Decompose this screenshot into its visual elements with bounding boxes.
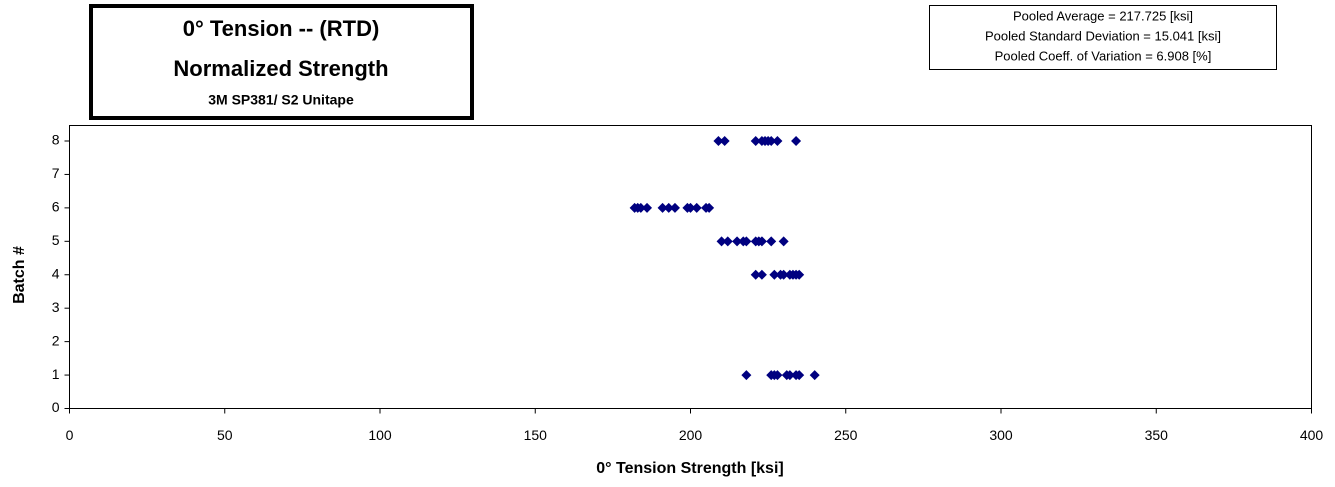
- x-tick-label: 100: [368, 427, 392, 443]
- y-tick-label: 7: [52, 165, 60, 181]
- data-point: [766, 136, 777, 146]
- data-point: [642, 202, 653, 213]
- data-point: [766, 236, 777, 247]
- y-tick-label: 1: [52, 366, 60, 382]
- data-point: [750, 269, 761, 280]
- y-tick-label: 0: [52, 399, 60, 415]
- x-tick-label: 50: [217, 427, 233, 443]
- y-tick-label: 2: [52, 332, 60, 348]
- y-tick-label: 8: [52, 132, 60, 148]
- data-point: [778, 269, 789, 280]
- data-point: [716, 236, 727, 247]
- data-point: [719, 136, 730, 146]
- data-point: [704, 202, 715, 213]
- material-label: 3M SP381/ S2 Unitape: [208, 92, 354, 108]
- data-point: [778, 236, 789, 247]
- data-point: [772, 370, 783, 381]
- y-tick-label: 3: [52, 299, 60, 315]
- chart-subtitle: Normalized Strength: [173, 56, 388, 81]
- data-point: [791, 136, 802, 146]
- data-point: [713, 136, 724, 146]
- stats-line: Pooled Coeff. of Variation = 6.908 [%]: [995, 48, 1212, 63]
- data-point: [657, 202, 668, 213]
- chart-title: 0° Tension -- (RTD): [183, 16, 380, 41]
- data-point: [784, 370, 795, 381]
- data-point: [756, 269, 767, 280]
- data-point: [750, 136, 761, 146]
- y-tick-label: 6: [52, 199, 60, 215]
- y-tick-label: 4: [52, 265, 60, 281]
- y-axis-label: Batch #: [11, 246, 28, 304]
- x-tick-label: 300: [989, 427, 1013, 443]
- data-point: [669, 202, 680, 213]
- data-point: [741, 370, 752, 381]
- x-tick-label: 150: [524, 427, 548, 443]
- x-axis-label: 0° Tension Strength [ksi]: [596, 460, 783, 477]
- x-tick-label: 0: [66, 427, 74, 443]
- data-point: [756, 236, 767, 247]
- data-point: [663, 202, 674, 213]
- data-point: [685, 202, 696, 213]
- data-point: [769, 269, 780, 280]
- stats-line: Pooled Average = 217.725 [ksi]: [1013, 8, 1193, 23]
- y-tick-label: 5: [52, 232, 60, 248]
- data-point: [794, 370, 805, 381]
- data-point: [732, 236, 743, 247]
- stats-box: [929, 5, 1277, 70]
- data-point: [772, 136, 783, 146]
- data-point: [635, 202, 646, 213]
- stats-line: Pooled Standard Deviation = 15.041 [ksi]: [985, 28, 1221, 43]
- data-point: [809, 370, 820, 381]
- x-tick-label: 250: [834, 427, 858, 443]
- x-tick-label: 350: [1145, 427, 1169, 443]
- data-point: [741, 236, 752, 247]
- data-point: [722, 236, 733, 247]
- x-tick-label: 200: [679, 427, 703, 443]
- x-tick-label: 400: [1300, 427, 1324, 443]
- title-box: [89, 4, 474, 120]
- plot-area: [69, 125, 1312, 409]
- data-point: [794, 269, 805, 280]
- data-point: [691, 202, 702, 213]
